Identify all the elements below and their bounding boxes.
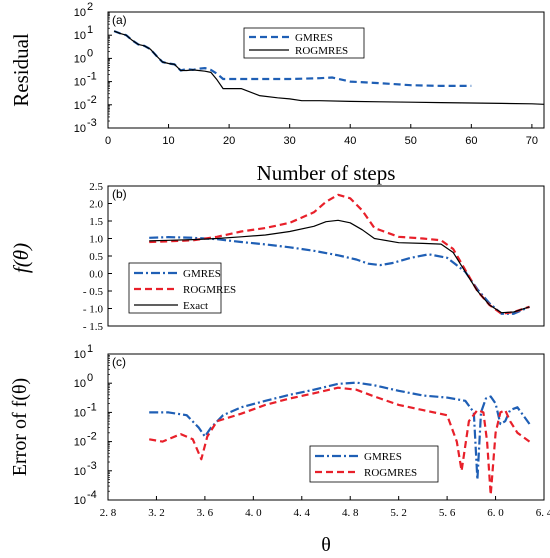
- panel-a-y-tick-label: 10: [74, 123, 86, 135]
- panel-c-y-tick-label: 10: [74, 495, 86, 507]
- panel-c-y-tick-exponent: 0: [87, 372, 93, 384]
- panel-a-legend-label-gmres: GMRES: [295, 32, 333, 44]
- panel-c-y-tick-exponent: -2: [87, 431, 97, 443]
- panel-b-y-tick-label: 1.5: [89, 216, 103, 228]
- panel-c-x-tick-label: 2. 8: [100, 507, 117, 519]
- panel-a-y-tick-exponent: -3: [87, 117, 97, 129]
- panel-a-y-tick-label: 10: [74, 30, 86, 42]
- panel-a-x-tick-label: 10: [162, 135, 174, 147]
- panel-c-y-tick-exponent: -4: [87, 489, 97, 501]
- panel-b-series: [149, 193, 530, 315]
- panel-c-x-tick-label: 6. 4: [536, 507, 550, 519]
- panel-c-x-axis-title: θ: [321, 534, 331, 556]
- panel-a-y-axis-title: Residual: [9, 33, 33, 107]
- panel-a-y-tick-label: 10: [74, 77, 86, 89]
- panel-a-y-tick-exponent: -1: [87, 71, 97, 83]
- panel-c-x-tick-label: 5. 6: [439, 507, 456, 519]
- panel-b-y-tick-label: 2.5: [89, 181, 103, 193]
- panel-a-y-tick-label: 10: [74, 100, 86, 112]
- panel-c-legend: GMRES ROGMRES: [309, 445, 439, 483]
- panel-a-series-rogmres-line: [113, 30, 545, 105]
- panel-a-y-tick-label: 10: [74, 53, 86, 65]
- panel-a-x-tick-label: 50: [405, 135, 417, 147]
- panel-c-x-tick-label: 3. 2: [148, 507, 165, 519]
- panel-a-x-tick-label: 0: [105, 135, 111, 147]
- panel-c-x-tick-label: 4. 0: [245, 507, 262, 519]
- panel-b-y-ticks: - 1.5 - 1.0 - 0.5 0.0 0.5 1.0 1.5 2.0 2.5: [83, 181, 112, 333]
- panel-c-legend-box: [309, 445, 439, 483]
- panel-c-y-tick-label: 10: [74, 407, 86, 419]
- panel-a-legend-label-rogmres: ROGMRES: [295, 45, 348, 57]
- panel-c-y-tick-exponent: 1: [87, 343, 93, 355]
- panel-a-frame: [107, 11, 545, 129]
- panel-a-y-tick-exponent: -2: [87, 94, 97, 106]
- panel-a-x-axis-title: Number of steps: [257, 161, 396, 185]
- panel-a-legend-box: [243, 27, 365, 59]
- panel-a-x-tick-label: 30: [284, 135, 296, 147]
- panel-a-legend: GMRES ROGMRES: [243, 27, 365, 59]
- panel-b-y-axis-title: f(θ): [9, 243, 33, 273]
- panel-a-y-tick-label: 10: [74, 7, 86, 19]
- panel-a-x-tick-label: 60: [465, 135, 477, 147]
- panel-c-x-tick-label: 4. 8: [342, 507, 359, 519]
- panel-c-legend-label-gmres: GMRES: [364, 451, 402, 463]
- panel-b-series-gmres-line: [149, 236, 530, 315]
- panel-c-y-axis-title: Error of f(θ): [9, 378, 31, 476]
- panel-c-x-tick-label: 3. 6: [197, 507, 214, 519]
- panel-c-y-tick-label: 10: [74, 437, 86, 449]
- panel-a-label: (a): [112, 13, 127, 27]
- panel-a-y-tick-exponent: 0: [87, 47, 93, 59]
- panel-c-x-ticks: 2. 8 3. 2 3. 6 4. 0 4. 4 4. 8 5. 2 5. 6 6. 0 6. 4: [100, 496, 550, 519]
- panel-c-y-tick-exponent: -1: [87, 401, 97, 413]
- panel-b-y-tick-label: - 1.5: [83, 321, 104, 333]
- panel-b-y-tick-label: - 0.5: [83, 286, 104, 298]
- panel-c-x-tick-label: 4. 4: [294, 507, 311, 519]
- panel-b-legend-label-gmres: GMRES: [183, 268, 221, 280]
- panel-a-x-tick-label: 70: [526, 135, 538, 147]
- panel-a-x-ticks: 0 10 20 30 40 50 60 70: [105, 124, 538, 147]
- panel-b-y-tick-label: 0.0: [89, 269, 103, 281]
- panel-c-y-tick-exponent: -3: [87, 460, 97, 472]
- panel-b-y-tick-label: - 1.0: [83, 304, 104, 316]
- panel-c-legend-label-rogmres: ROGMRES: [364, 467, 417, 479]
- panel-a-y-tick-exponent: 1: [87, 24, 93, 36]
- panel-b-y-tick-label: 2.0: [89, 199, 103, 211]
- panel-b-legend: GMRES ROGMRES Exact: [128, 262, 236, 314]
- panel-c-series-rogmres-line: [149, 386, 531, 496]
- panel-c-x-tick-label: 5. 2: [390, 507, 407, 519]
- panel-c-y-tick-label: 10: [74, 466, 86, 478]
- panel-c-y-tick-label: 10: [74, 349, 86, 361]
- panel-c-error-chart: (c) 2. 8 3. 2 3. 6 4. 0 4. 4 4. 8 5. 2 5. 6 6. 0…: [9, 343, 550, 556]
- panel-c-series: [149, 381, 531, 496]
- panel-c-series-gmres-line: [149, 381, 531, 481]
- panel-b-legend-label-rogmres: ROGMRES: [183, 284, 236, 296]
- panel-c-frame: [107, 353, 545, 501]
- panel-c-label: (c): [112, 355, 126, 369]
- panel-b-function-chart: (b) - 1.5 - 1.0 - 0.5 0.0 0.5 1.0 1.5 2.0 2.5 f(…: [9, 181, 545, 333]
- panel-b-y-tick-label: 0.5: [89, 251, 103, 263]
- panel-b-label: (b): [112, 187, 127, 201]
- panel-b-legend-label-exact: Exact: [183, 300, 208, 312]
- panel-a-y-tick-exponent: 2: [87, 1, 93, 13]
- panel-c-x-tick-label: 6. 0: [487, 507, 504, 519]
- panel-a-x-tick-label: 40: [344, 135, 356, 147]
- panel-b-y-tick-label: 1.0: [89, 234, 103, 246]
- panel-a-series: [113, 30, 545, 105]
- panel-c-y-tick-label: 10: [74, 378, 86, 390]
- panel-a-x-tick-label: 20: [223, 135, 235, 147]
- panel-b-series-exact-line: [149, 219, 530, 314]
